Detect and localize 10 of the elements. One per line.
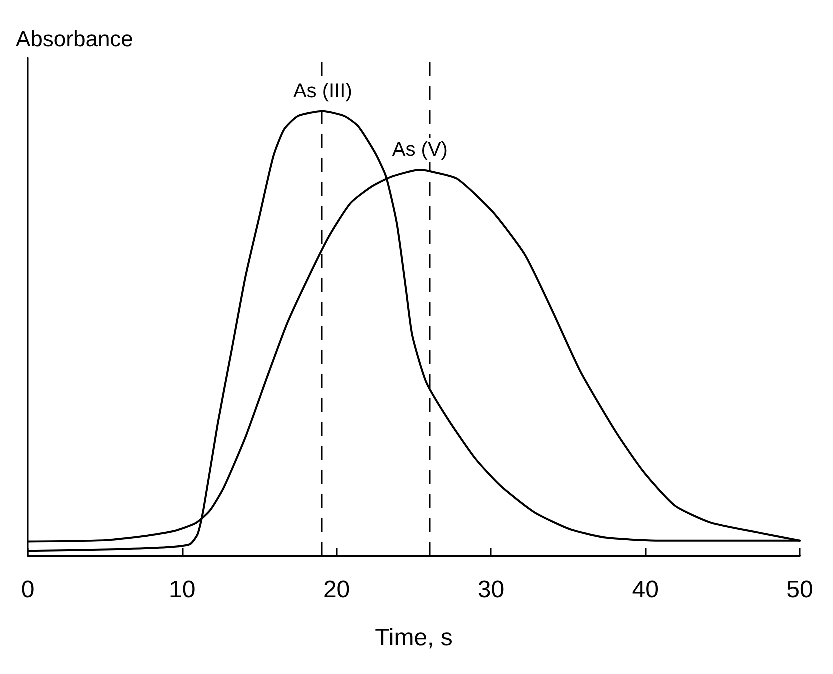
- x-tick-label: 0: [21, 576, 35, 604]
- x-tick-label: 10: [169, 576, 196, 604]
- series-label: As (V): [392, 139, 448, 162]
- x-tick-label: 20: [323, 576, 350, 604]
- x-tick-label: 30: [478, 576, 505, 604]
- x-tick-label: 50: [786, 576, 814, 604]
- y-axis-title: Absorbance: [16, 26, 134, 52]
- series-label: As (III): [293, 80, 352, 102]
- x-tick-label: 40: [632, 576, 659, 604]
- x-axis-title: Time, s: [375, 624, 453, 652]
